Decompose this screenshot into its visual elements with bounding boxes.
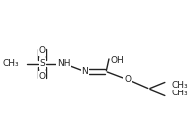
Text: CH₃: CH₃ [171,88,188,97]
Text: O: O [39,46,46,55]
Text: OH: OH [111,56,124,65]
Text: CH₃: CH₃ [3,59,19,68]
Text: O: O [39,72,46,81]
Text: CH₃: CH₃ [171,81,188,90]
Text: N: N [81,67,88,76]
Text: O: O [124,75,131,84]
Text: S: S [39,59,45,68]
Text: NH: NH [57,59,70,68]
